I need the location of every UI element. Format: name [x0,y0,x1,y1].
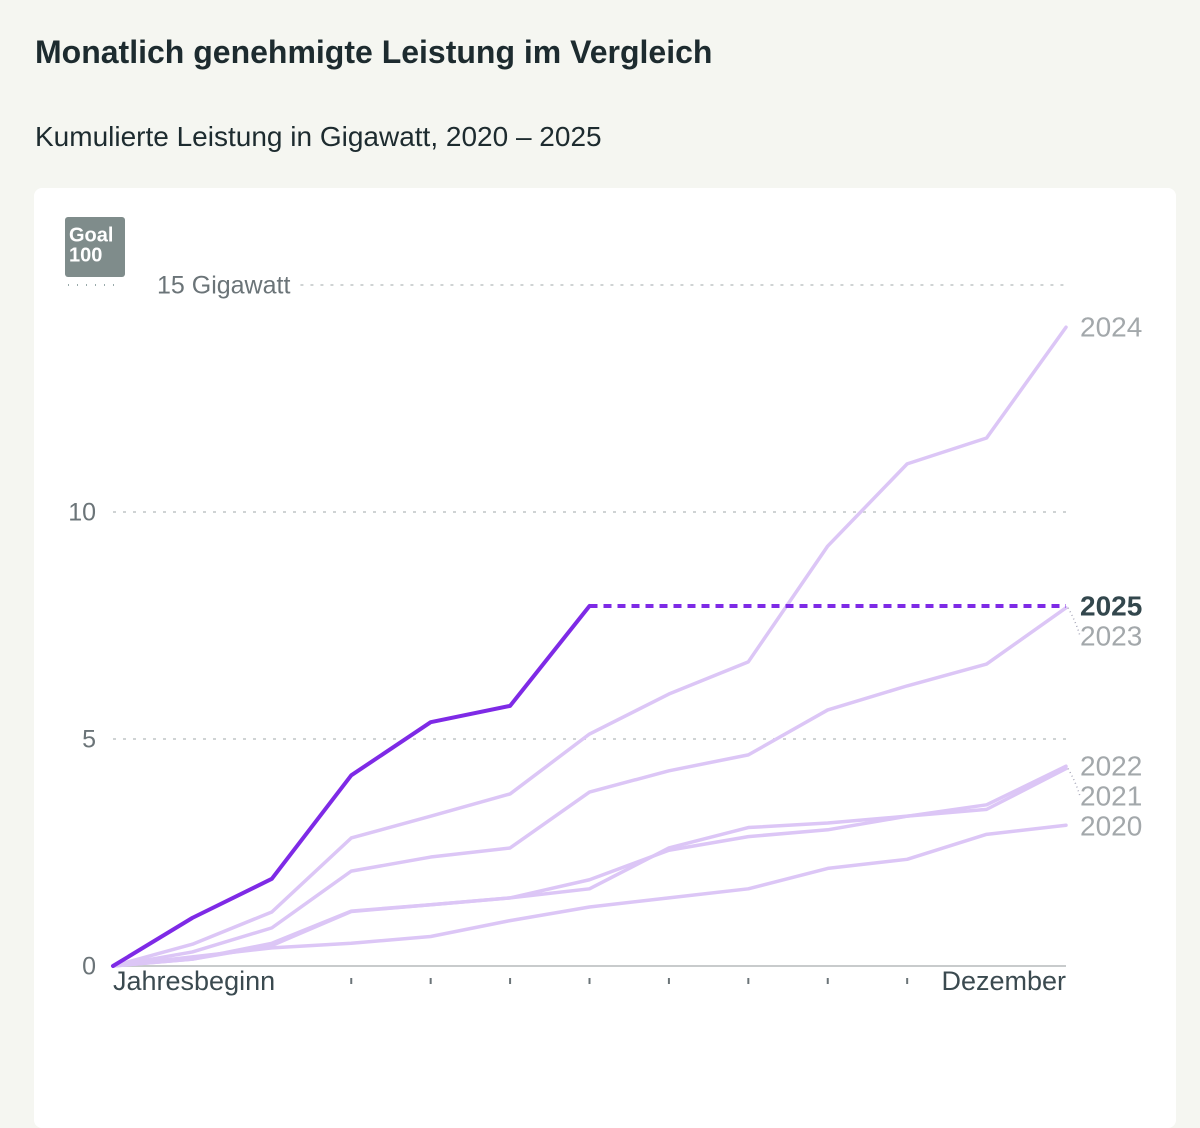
logo-text: 100 [69,244,102,266]
line [111,766,1068,968]
logo-box [65,217,125,277]
series-label: 2022 [1080,751,1142,782]
series-label: 2025 [1080,590,1142,621]
title: Monatlich genehmigte Leistung im Verglei… [35,34,713,70]
y-tick-label: 10 [68,499,96,527]
label-leader [1067,607,1081,637]
x-tick-label: Dezember [941,966,1066,996]
card [34,188,1176,1128]
y-tick-label: 15 Gigawatt [157,272,290,300]
label-leader [1067,768,1081,797]
series-label: 2024 [1080,312,1142,343]
line [111,823,1068,968]
line [111,764,1068,968]
line [111,606,1068,968]
subtitle: Kumulierte Leistung in Gigawatt, 2020 – … [35,121,602,152]
x-tick-label: Jahresbeginn [113,966,275,996]
series-label: 2023 [1080,620,1142,651]
line [111,603,592,968]
logo-text: Goal [69,224,113,246]
series-label: 2021 [1080,781,1142,812]
line [111,325,1068,968]
series-label: 2020 [1080,811,1142,842]
y-tick-label: 5 [82,726,96,754]
y-tick-label: 0 [82,953,96,981]
